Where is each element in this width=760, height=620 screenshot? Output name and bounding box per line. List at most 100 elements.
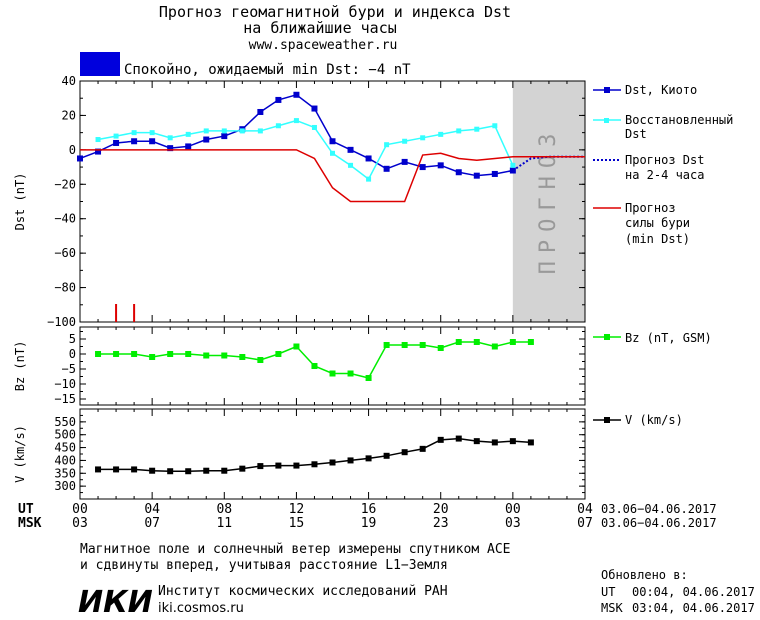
legend-storm-forecast-label2: силы бури (625, 216, 690, 230)
x-tick-label-msk: 15 (289, 516, 305, 531)
y-tick-label: 350 (54, 466, 76, 480)
plot-frame (79, 326, 586, 406)
data-point (167, 351, 174, 357)
date-range-ut: 03.06−04.06.2017 (601, 502, 717, 516)
data-point (401, 158, 408, 165)
data-point (203, 467, 210, 474)
data-point (527, 339, 534, 345)
data-point (491, 343, 498, 350)
x-axis-msk-label: MSK (18, 516, 42, 531)
data-point (113, 139, 120, 146)
dst-panel: ПРОГНОЗ 40 20 0 −20 −40 −60 −80 −100 Dst (nT) (13, 74, 586, 329)
plot-frame (79, 80, 586, 323)
data-point (293, 462, 300, 469)
data-point (492, 123, 498, 129)
x-tick-label-msk: 19 (361, 516, 377, 531)
institute-name: Институт космических исследований РАН (158, 584, 448, 599)
updated-ut-value: 00:04, 04.06.2017 (632, 585, 755, 599)
data-point (383, 165, 390, 172)
y-tick-label: −60 (54, 246, 76, 260)
legend-dst-forecast-label2: на 2-4 часа (625, 168, 704, 182)
data-point (473, 339, 480, 345)
x-tick-label-msk: 03 (505, 516, 521, 531)
data-point (384, 142, 390, 148)
data-point (257, 463, 264, 470)
y-axis-label: Bz (nT) (13, 341, 27, 392)
x-tick-label-msk: 23 (433, 516, 449, 531)
data-point (419, 445, 426, 452)
x-tick-label-ut: 00 (505, 502, 521, 517)
data-point (311, 363, 318, 369)
data-point (383, 342, 390, 348)
y-tick-label: 550 (54, 415, 76, 429)
legend-storm-forecast-label3: (min Dst) (625, 232, 690, 246)
legend-dst-kyoto: Dst, Киото (593, 83, 697, 97)
data-point (311, 461, 318, 468)
data-point (311, 105, 318, 112)
data-point (131, 466, 138, 473)
legend-dst-forecast: Прогноз Dst на 2-4 часа (593, 153, 704, 182)
series-line (98, 341, 531, 379)
x-tick-label-msk: 11 (216, 516, 232, 531)
data-point (401, 342, 408, 348)
data-point (474, 126, 480, 132)
data-point (347, 457, 354, 464)
y-axis-label: V (km/s) (13, 425, 27, 483)
data-point (509, 339, 516, 345)
y-tick-label: 20 (62, 108, 76, 122)
updated-title: Обновлено в: (601, 568, 688, 582)
y-tick-label: 40 (62, 74, 76, 88)
legend-dst-restored: Восстановленный Dst (593, 113, 733, 141)
x-axis-ut-label: UT (18, 502, 34, 517)
chart-title-line2: на ближайшие часы (243, 19, 397, 37)
data-point (185, 131, 191, 137)
y-tick-label: −20 (54, 177, 76, 191)
data-point (239, 465, 246, 472)
data-point (456, 128, 462, 134)
y-axis-label: Dst (nT) (13, 173, 27, 231)
legend-speed-label: V (km/s) (625, 413, 683, 427)
data-point (131, 138, 138, 145)
data-point (329, 370, 336, 377)
y-tick-label: 450 (54, 441, 76, 455)
data-point (365, 375, 372, 381)
data-point (221, 128, 227, 134)
data-point (329, 459, 336, 466)
data-point (510, 162, 516, 168)
date-range-msk: 03.06−04.06.2017 (601, 516, 717, 530)
data-point (330, 150, 335, 156)
legend-dst-kyoto-label: Dst, Киото (625, 83, 697, 97)
data-point (257, 108, 264, 115)
legend-bz-marker (604, 334, 610, 340)
data-point (239, 128, 245, 134)
bz-panel: 50−5−10−15 Bz (nT) (13, 326, 586, 406)
y-tick-label: −100 (47, 315, 76, 329)
legend-dst-kyoto-marker (604, 87, 610, 93)
y-tick-label: 400 (54, 453, 76, 467)
data-point (293, 343, 300, 350)
data-point (131, 130, 137, 136)
data-point (293, 91, 300, 98)
series-line (80, 149, 585, 203)
x-tick-label-ut: 20 (433, 502, 449, 517)
data-point (221, 133, 228, 140)
y-tick-label: 0 (69, 347, 76, 361)
legend-speed: V (km/s) (593, 413, 683, 427)
data-point (509, 438, 516, 445)
data-point (167, 145, 174, 152)
data-point (257, 128, 263, 134)
data-point (419, 164, 426, 171)
data-point (383, 452, 390, 459)
data-point (113, 466, 120, 473)
data-point (473, 438, 480, 445)
data-point (473, 172, 480, 179)
x-tick-label-msk: 07 (577, 516, 593, 531)
legend-dst-restored-label1: Восстановленный (625, 113, 733, 127)
data-point (149, 130, 155, 136)
data-point (329, 138, 336, 145)
data-point (95, 351, 102, 357)
y-tick-label: −40 (54, 212, 76, 226)
data-point (95, 137, 101, 143)
legend-dst-restored-marker (604, 118, 609, 123)
data-point (402, 138, 408, 144)
